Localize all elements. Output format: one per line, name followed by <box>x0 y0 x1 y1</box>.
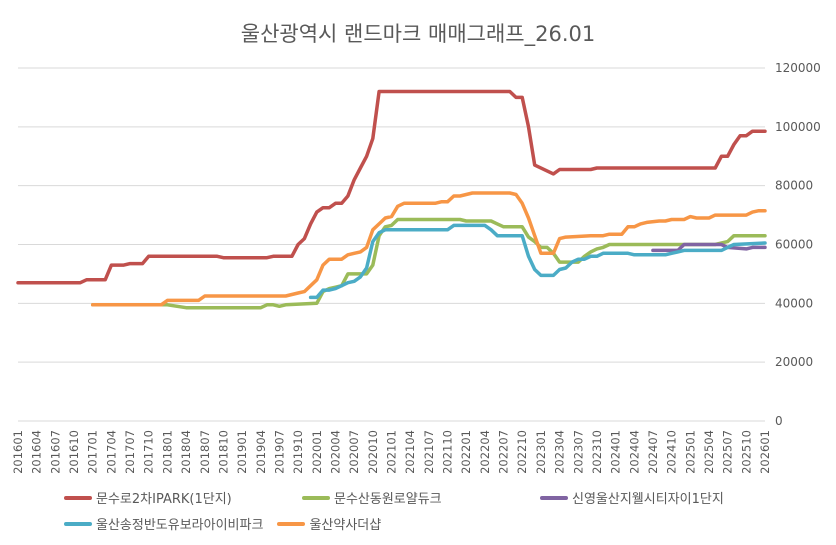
x-tick-label: 202601 <box>758 430 772 474</box>
x-tick-label: 202304 <box>553 430 567 474</box>
x-tick-label: 201904 <box>254 430 268 474</box>
chart-title: 울산광역시 랜드마크 매매그래프_26.01 <box>240 22 596 46</box>
x-tick-label: 202307 <box>571 430 585 474</box>
legend-item: 문수로2차IPARK(1단지) <box>64 488 288 507</box>
x-tick-label: 201810 <box>216 430 230 474</box>
x-tick-label: 202407 <box>646 430 660 474</box>
legend-swatch <box>64 495 92 500</box>
x-tick-label: 202507 <box>721 430 735 474</box>
y-tick-label: 40000 <box>775 296 813 310</box>
y-tick-label: 120000 <box>775 61 821 75</box>
y-tick-label: 100000 <box>775 120 821 134</box>
x-tick-label: 202201 <box>459 430 473 474</box>
x-tick-label: 202204 <box>478 430 492 474</box>
legend-swatch <box>277 521 306 526</box>
legend-label: 문수로2차IPARK(1단지) <box>96 492 232 507</box>
x-tick-label: 202110 <box>441 430 455 474</box>
x-tick-label: 201710 <box>142 430 156 474</box>
y-tick-label: 80000 <box>775 179 813 193</box>
series-line <box>90 191 767 307</box>
legend-item: 신영울산지웰시티자이1단지 <box>540 488 764 507</box>
legend-label: 울산약사더샵 <box>309 518 382 533</box>
legend-label: 울산송정반도유보라아이비파크 <box>96 518 264 533</box>
x-tick-label: 201704 <box>104 430 118 474</box>
x-tick-label: 202107 <box>422 430 436 474</box>
legend-label: 신영울산지웰시티자이1단지 <box>572 492 724 507</box>
x-tick-label: 202504 <box>702 430 716 474</box>
series-line <box>90 217 767 310</box>
x-tick-label: 201901 <box>235 430 249 474</box>
x-tick-label: 202310 <box>590 430 604 474</box>
x-tick-label: 202010 <box>366 430 380 474</box>
legend-swatch <box>64 521 92 526</box>
y-tick-label: 0 <box>775 414 783 428</box>
x-tick-label: 202207 <box>497 430 511 474</box>
legend-swatch <box>540 495 568 500</box>
x-tick-label: 202210 <box>515 430 529 474</box>
x-tick-label: 202007 <box>347 430 361 474</box>
series-line <box>16 89 767 285</box>
x-tick-label: 202401 <box>609 430 623 474</box>
x-tick-label: 202004 <box>328 430 342 474</box>
x-tick-label: 202410 <box>665 430 679 474</box>
series-line <box>308 223 767 300</box>
x-tick-label: 201701 <box>86 430 100 474</box>
legend-label: 문수산동원로얄듀크 <box>334 492 442 507</box>
legend-row: 문수로2차IPARK(1단지) 문수산동원로얄듀크 신영울산지웰시티자이1단지 <box>64 488 764 507</box>
y-tick-label: 20000 <box>775 355 813 369</box>
x-tick-label: 201907 <box>272 430 286 474</box>
series-line <box>651 242 767 253</box>
legend-item: 문수산동원로얄듀크 <box>302 488 526 507</box>
x-tick-label: 201607 <box>48 430 62 474</box>
x-tick-label: 202501 <box>683 430 697 474</box>
x-tick-label: 201604 <box>30 430 44 474</box>
x-tick-label: 202404 <box>627 430 641 474</box>
x-tick-label: 201807 <box>198 430 212 474</box>
legend-item: 울산약사더샵 <box>277 514 381 533</box>
x-tick-label: 202101 <box>385 430 399 474</box>
x-tick-label: 201601 <box>11 430 25 474</box>
x-tick-label: 201910 <box>291 430 305 474</box>
x-tick-label: 201610 <box>67 430 81 474</box>
x-tick-label: 202510 <box>739 430 753 474</box>
x-tick-label: 201707 <box>123 430 137 474</box>
x-tick-label: 201801 <box>160 430 174 474</box>
x-tick-label: 201804 <box>179 430 193 474</box>
x-tick-label: 202001 <box>310 430 324 474</box>
legend-row: 울산송정반도유보라아이비파크 울산약사더샵 <box>64 514 381 533</box>
legend-item: 울산송정반도유보라아이비파크 <box>64 514 263 533</box>
x-tick-label: 202301 <box>534 430 548 474</box>
y-tick-label: 60000 <box>775 238 813 252</box>
x-tick-label: 202104 <box>403 430 417 474</box>
legend-swatch <box>302 495 330 500</box>
